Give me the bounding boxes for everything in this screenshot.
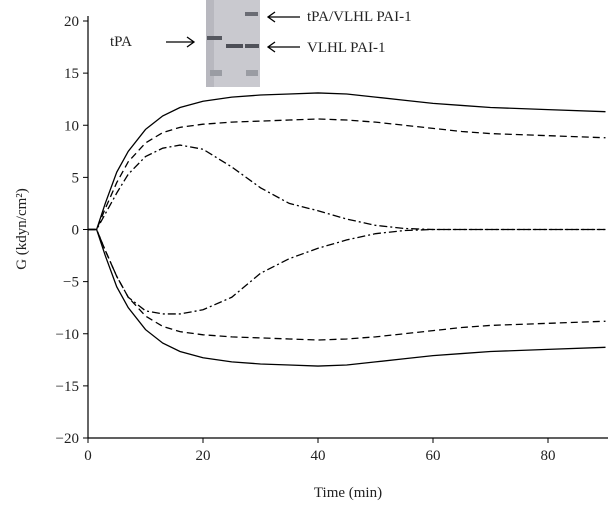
x-tick-label: 0: [84, 448, 92, 464]
line-series: [88, 144, 606, 231]
annotation: tPA/VLHL PAI-1: [307, 9, 412, 25]
gel-inset: [206, 0, 260, 87]
y-tick-label: 0: [72, 223, 80, 239]
line-series: [88, 92, 606, 231]
y-axis-label: G (kdyn/cm²): [14, 188, 30, 270]
annotation: tPA: [110, 34, 132, 50]
y-tick-label: 20: [64, 14, 79, 30]
y-tick-label: 15: [64, 66, 79, 82]
line-series: [88, 118, 606, 231]
line-series: [88, 228, 606, 341]
x-axis-label: Time (min): [314, 485, 382, 501]
y-tick-label: −10: [56, 327, 79, 343]
y-tick-label: −5: [63, 275, 79, 291]
arrows: [166, 11, 300, 53]
annotation: VLHL PAI-1: [307, 40, 385, 56]
x-tick-label: 20: [196, 448, 211, 464]
line-series: [88, 228, 606, 315]
y-tick-label: 10: [64, 118, 79, 134]
x-tick-label: 80: [541, 448, 556, 464]
y-tick-label: 5: [72, 170, 80, 186]
y-tick-label: −15: [56, 379, 79, 395]
y-tick-label: −20: [56, 431, 79, 447]
line-series: [88, 228, 606, 367]
x-tick-label: 40: [311, 448, 326, 464]
x-tick-label: 60: [426, 448, 441, 464]
